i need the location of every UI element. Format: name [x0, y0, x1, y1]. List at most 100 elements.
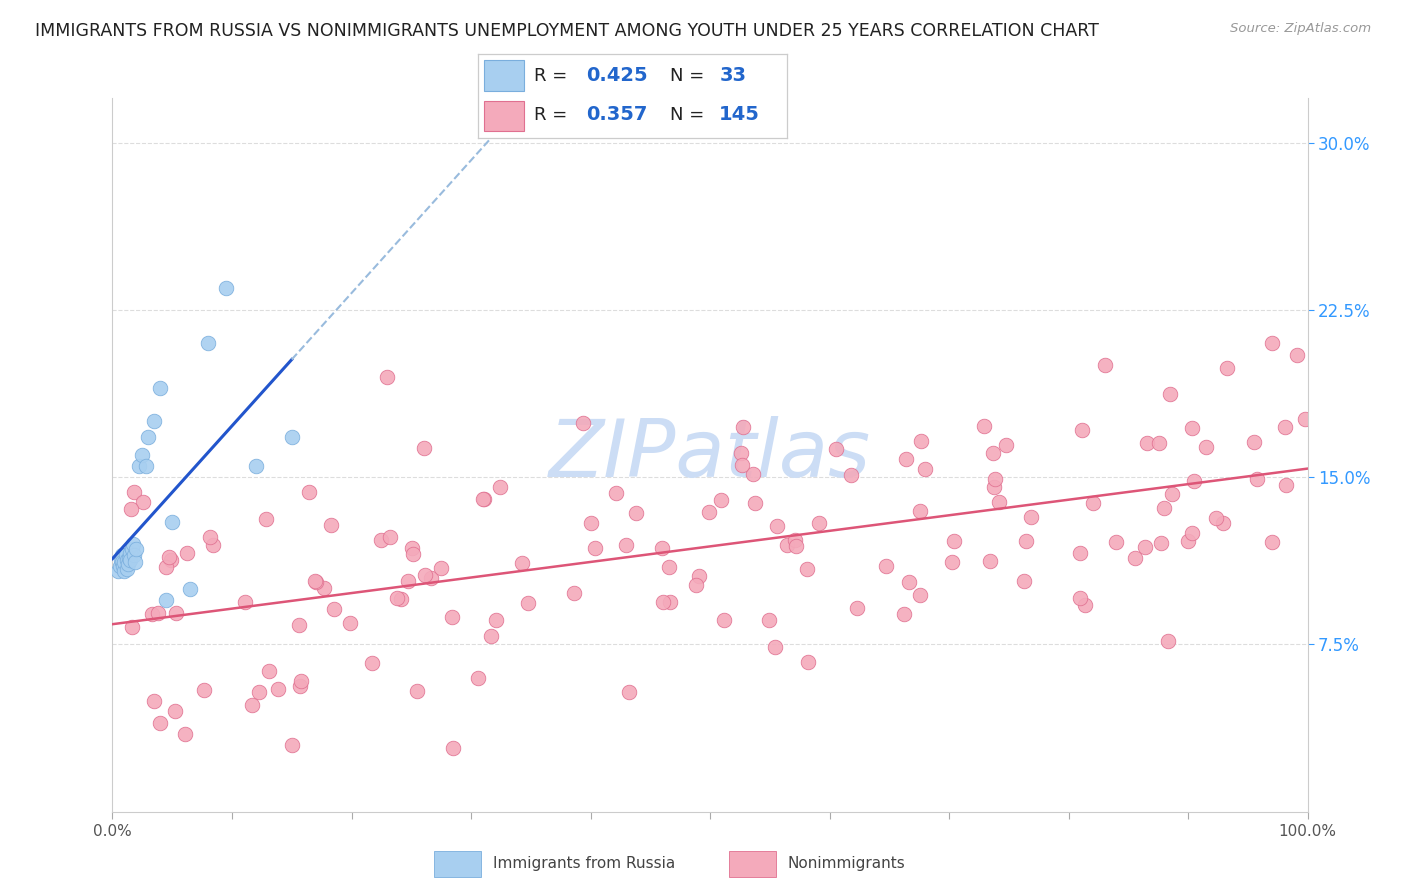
- Point: [744, 496, 766, 510]
- Text: N =: N =: [669, 67, 704, 85]
- Point: [120, 502, 142, 516]
- Point: [380, 530, 402, 544]
- Point: [1123, 550, 1146, 565]
- Point: [202, 538, 225, 552]
- Text: 0.357: 0.357: [586, 105, 648, 124]
- Point: [1081, 496, 1104, 510]
- Point: [763, 640, 786, 655]
- Point: [685, 578, 707, 592]
- Point: [1275, 477, 1298, 491]
- Point: [651, 541, 673, 555]
- Point: [807, 516, 830, 531]
- FancyBboxPatch shape: [484, 101, 524, 131]
- Point: [298, 484, 321, 499]
- Text: ZIPatlas: ZIPatlas: [548, 416, 872, 494]
- Point: [1261, 336, 1284, 351]
- Point: [281, 430, 304, 444]
- Point: [215, 281, 238, 295]
- Point: [897, 574, 920, 589]
- Point: [1147, 436, 1170, 450]
- Point: [110, 552, 132, 567]
- Point: [910, 434, 932, 448]
- Point: [121, 620, 143, 634]
- Point: [138, 430, 160, 444]
- Point: [430, 561, 453, 575]
- Point: [893, 607, 915, 621]
- Point: [785, 539, 807, 553]
- Point: [115, 552, 138, 567]
- Point: [121, 541, 143, 556]
- Text: 33: 33: [720, 66, 747, 85]
- Point: [1294, 412, 1316, 426]
- Point: [114, 555, 135, 569]
- Point: [943, 534, 966, 549]
- Point: [413, 567, 436, 582]
- Point: [894, 451, 917, 466]
- Point: [776, 537, 799, 551]
- Point: [1246, 472, 1268, 486]
- Point: [290, 673, 312, 688]
- Point: [973, 419, 995, 434]
- Point: [562, 586, 585, 600]
- Point: [197, 336, 219, 351]
- Point: [107, 564, 129, 578]
- Point: [741, 467, 763, 482]
- Point: [155, 592, 177, 607]
- Point: [402, 547, 425, 561]
- Point: [1286, 348, 1309, 362]
- Point: [730, 446, 752, 460]
- Point: [111, 548, 134, 563]
- Point: [730, 458, 752, 472]
- Point: [697, 505, 720, 519]
- Point: [112, 559, 135, 574]
- Point: [179, 582, 201, 596]
- Point: [614, 538, 637, 552]
- Point: [1069, 591, 1091, 605]
- FancyBboxPatch shape: [728, 851, 776, 877]
- Point: [471, 492, 494, 507]
- Point: [115, 562, 138, 576]
- Text: R =: R =: [534, 105, 567, 123]
- Point: [165, 606, 187, 620]
- Point: [731, 420, 754, 434]
- Point: [910, 588, 932, 602]
- Point: [162, 515, 183, 529]
- Text: Source: ZipAtlas.com: Source: ZipAtlas.com: [1230, 22, 1371, 36]
- Point: [1149, 536, 1171, 550]
- Point: [419, 571, 441, 585]
- Text: N =: N =: [669, 105, 704, 123]
- Point: [1094, 358, 1116, 372]
- Point: [796, 562, 818, 576]
- Point: [132, 495, 155, 509]
- Point: [1182, 475, 1205, 489]
- Point: [472, 491, 495, 506]
- Point: [240, 698, 263, 712]
- Point: [377, 369, 399, 384]
- Text: 145: 145: [720, 105, 761, 124]
- Point: [1133, 541, 1156, 555]
- Point: [908, 503, 931, 517]
- Point: [1260, 534, 1282, 549]
- Point: [118, 550, 141, 565]
- Point: [1161, 487, 1184, 501]
- Point: [988, 495, 1011, 509]
- Point: [1015, 534, 1038, 549]
- FancyBboxPatch shape: [433, 851, 481, 877]
- Point: [1105, 535, 1128, 549]
- Point: [396, 574, 419, 588]
- Point: [406, 683, 429, 698]
- Point: [143, 414, 166, 429]
- Point: [651, 595, 673, 609]
- Point: [413, 442, 436, 456]
- Point: [1195, 440, 1218, 454]
- Point: [267, 681, 290, 696]
- Point: [467, 671, 489, 685]
- Text: 0.425: 0.425: [586, 66, 648, 85]
- Point: [583, 541, 606, 555]
- Point: [995, 438, 1018, 452]
- Point: [713, 614, 735, 628]
- Point: [135, 459, 157, 474]
- Point: [758, 613, 780, 627]
- Point: [314, 581, 336, 595]
- Point: [979, 554, 1001, 568]
